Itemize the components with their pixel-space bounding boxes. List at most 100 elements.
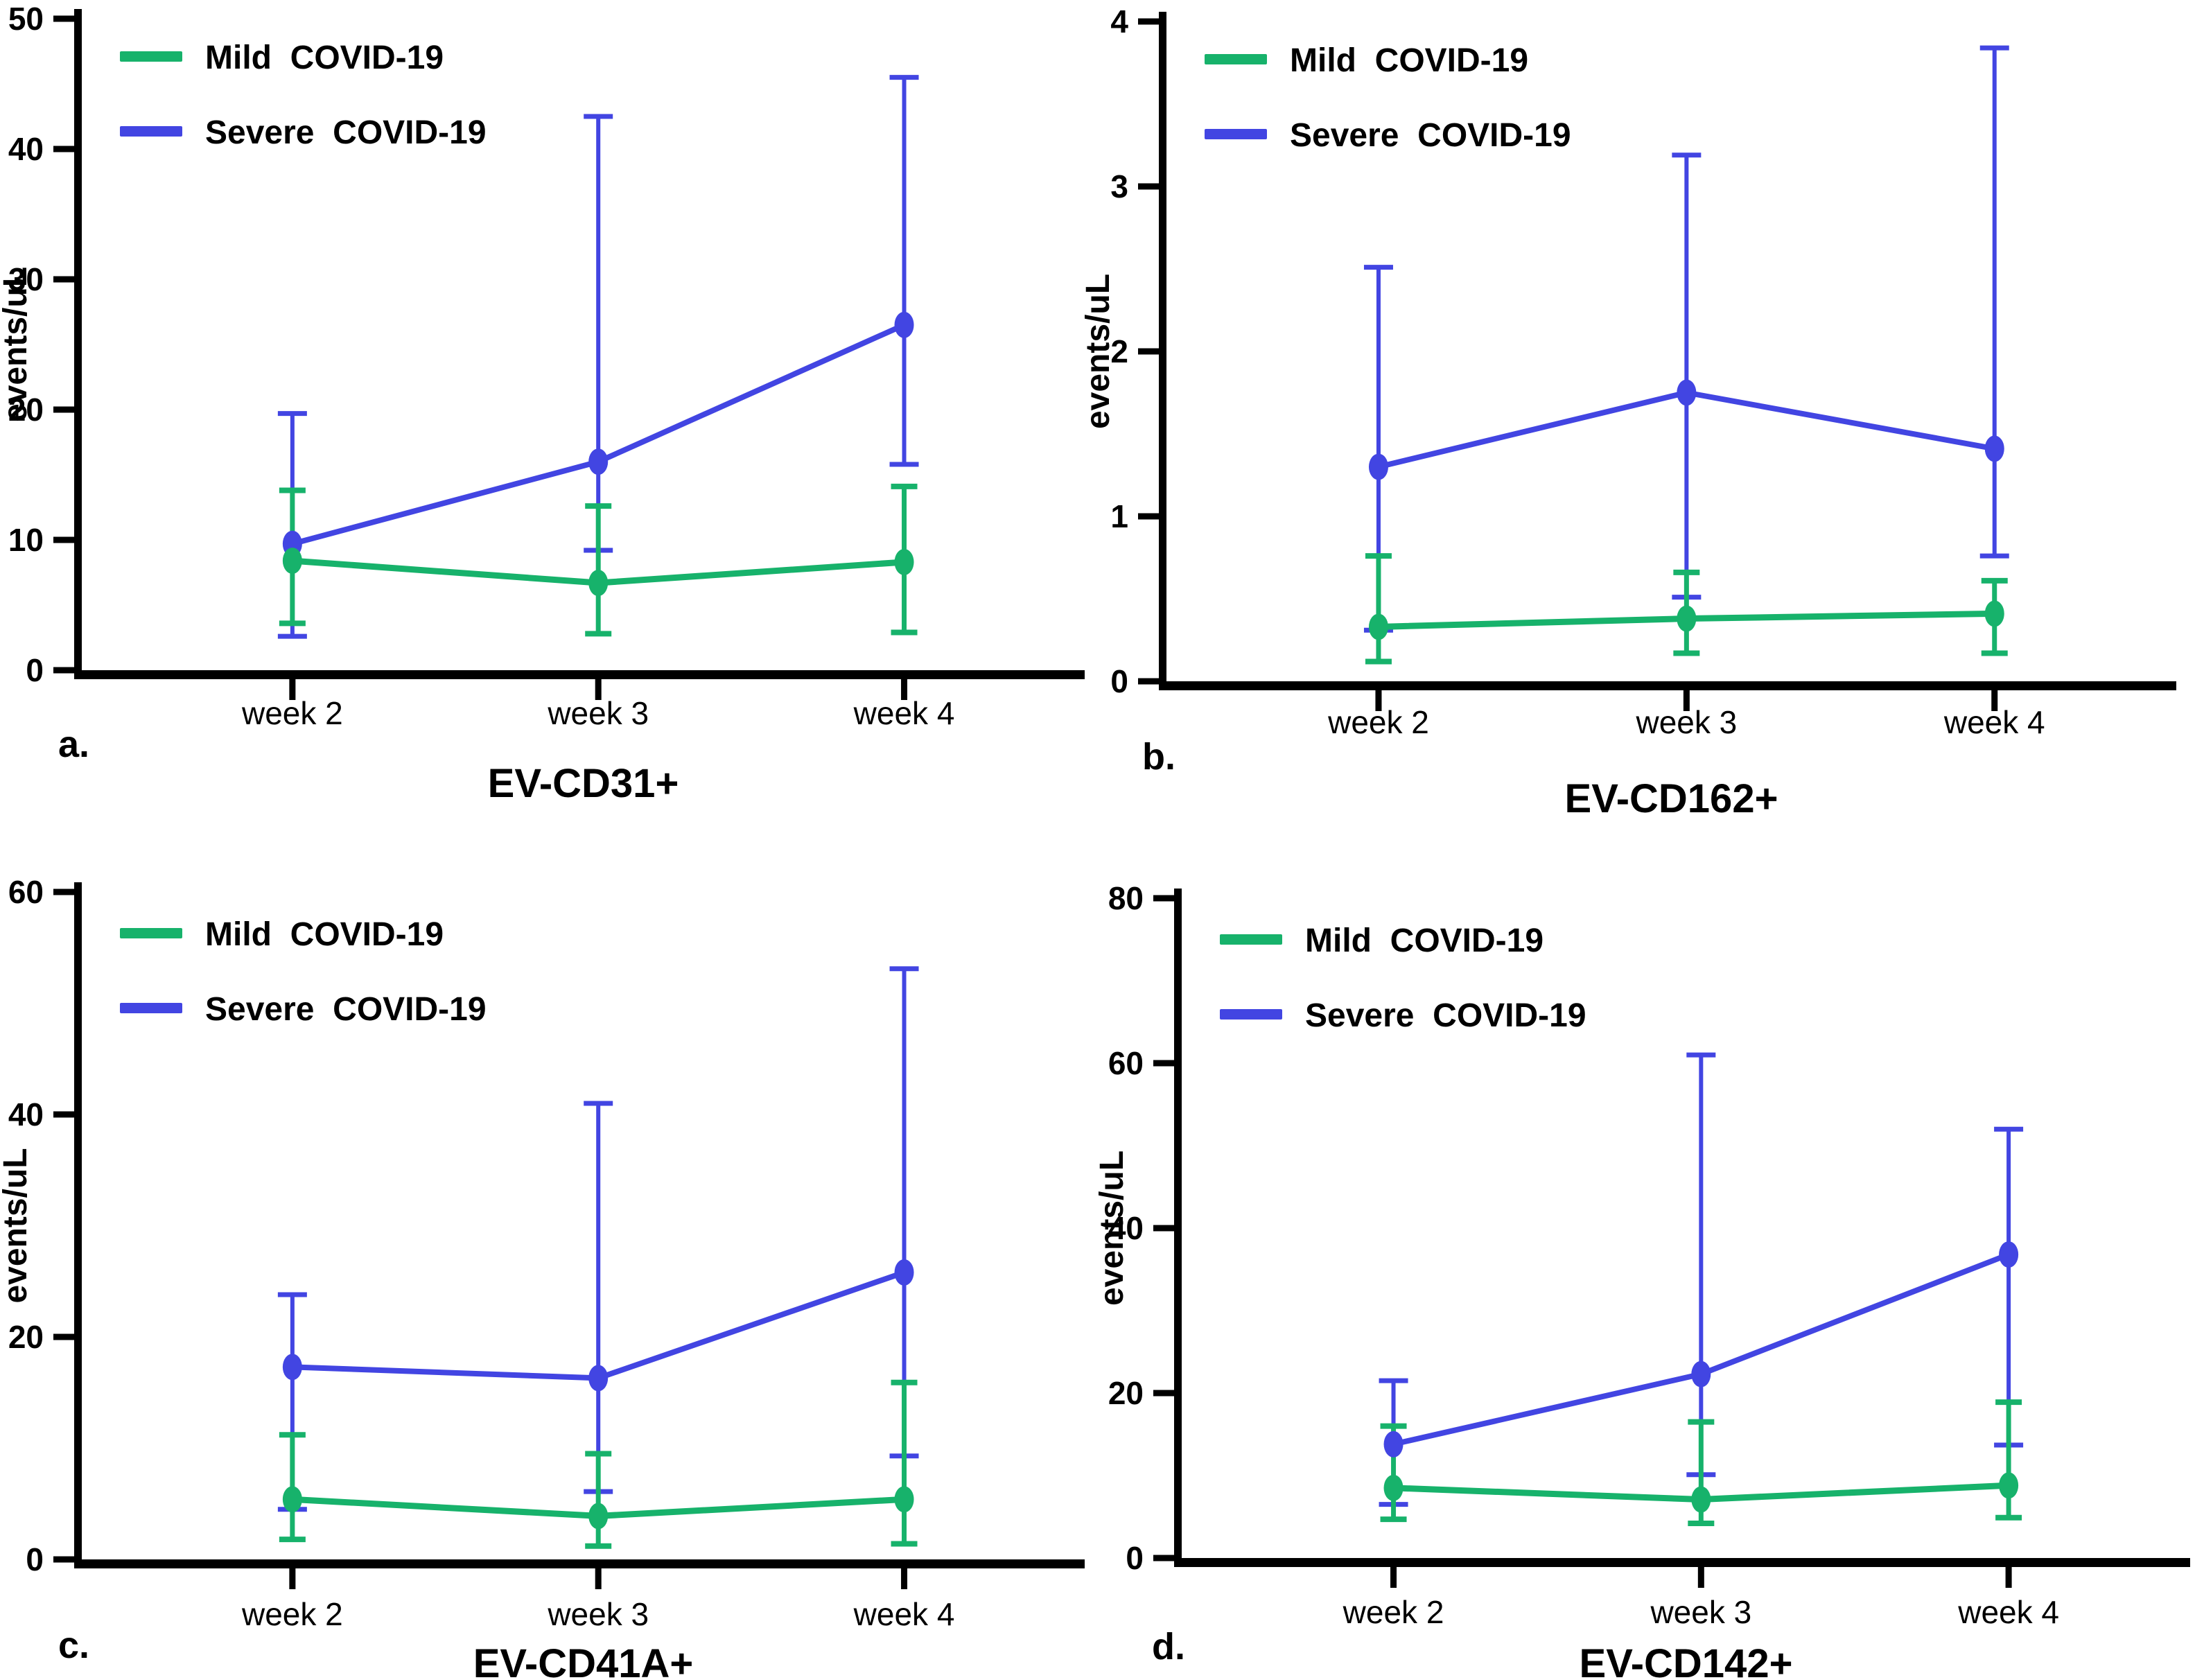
x-tick-label: week 4 [1943,704,2045,740]
data-point-mild [282,1486,302,1513]
data-point-severe [1984,435,2004,462]
y-tick-label: 0 [1126,1540,1144,1576]
y-tick [1153,1555,1174,1561]
y-tick [1138,348,1159,355]
panel-d: 0 20 40 60 80 week 2 week 3 week 4 events/uL Mild… [1094,880,2190,1680]
panel-letter: b. [1142,736,1175,778]
y-tick-label: 20 [1108,1375,1144,1411]
series-mild [279,483,918,637]
panel-a: 0 10 20 30 40 50 week 2 week 3 week 4 events/uL Mi… [0,1,1085,806]
x-tick-label: week 3 [547,695,649,731]
legend-label-severe: Severe COVID-19 [205,114,487,151]
data-point-severe [1999,1241,2019,1268]
x-tick [901,1568,908,1589]
x-tick-label: week 3 [1635,704,1737,740]
y-tick-label: 1 [1110,498,1128,534]
x-tick-label: week 4 [853,1596,955,1632]
x-tick-label: week 2 [241,1596,343,1632]
x-tick-label: week 2 [241,695,343,731]
y-axis-title: events/uL [1080,274,1117,429]
x-tick-label: week 2 [1327,704,1429,740]
panel-title: EV-CD142+ [1580,1641,1793,1680]
x-tick [2005,1567,2012,1588]
x-axis-line [74,670,1085,679]
data-point-mild [1383,1474,1403,1501]
y-tick [1153,895,1174,902]
y-tick [53,536,74,543]
legend-swatch-severe [1220,1009,1282,1020]
y-tick [53,1111,74,1118]
legend-label-severe: Severe COVID-19 [1290,117,1571,154]
legend-swatch-mild [120,928,182,938]
panel-c: 0 20 40 60 week 2 week 3 week 4 events/uL Mild C… [0,874,1085,1680]
y-axis-line [74,9,82,679]
data-point-severe [1677,379,1697,406]
legend-label-mild: Mild COVID-19 [205,916,444,953]
data-point-mild [1691,1486,1711,1513]
data-point-mild [588,1503,609,1530]
x-tick-label: week 4 [853,695,955,731]
y-tick [53,1333,74,1340]
y-tick-label: 30 [8,261,44,297]
legend-label-mild: Mild COVID-19 [1290,42,1528,79]
x-tick-label: week 2 [1343,1594,1444,1630]
data-point-severe [588,448,609,475]
legend-swatch-severe [1205,129,1267,139]
data-point-severe [282,1354,302,1381]
y-tick-label: 3 [1110,168,1128,204]
data-point-mild [894,1486,914,1513]
x-tick [901,679,908,700]
y-tick-label: 60 [8,874,44,910]
legend-swatch-severe [120,126,182,137]
series-severe [277,966,919,1512]
y-tick [53,15,74,22]
y-tick-label: 4 [1110,3,1128,40]
data-point-mild [894,548,914,575]
legend-label-severe: Severe COVID-19 [205,991,487,1028]
x-tick [595,1568,602,1589]
y-tick [1153,1390,1174,1397]
y-tick-label: 40 [1108,1210,1144,1246]
data-point-severe [1691,1360,1711,1388]
panel-title: EV-CD41A+ [473,1641,694,1680]
data-point-mild [1999,1472,2019,1499]
y-tick-label: 10 [8,522,44,558]
y-tick [53,406,74,413]
y-tick [1138,18,1159,25]
y-axis-title: events/uL [0,267,34,422]
x-tick-label: week 3 [547,1596,649,1632]
x-tick [1991,690,1998,711]
legend-swatch-mild [1205,54,1267,64]
y-tick-label: 50 [8,1,44,37]
data-point-severe [1383,1430,1403,1458]
y-tick-label: 20 [8,392,44,428]
y-axis-title: events/uL [0,1148,34,1303]
data-point-mild [1368,613,1388,640]
data-point-severe [588,1365,609,1392]
x-axis-line [1174,1558,2190,1567]
y-tick [53,889,74,895]
data-point-mild [1677,605,1697,632]
x-tick [289,679,296,700]
y-tick [53,146,74,152]
x-axis-line [74,1559,1085,1568]
panel-b: 0 1 2 3 4 week 2 week 3 week 4 events/uL Mild COV… [1080,3,2176,821]
panel-letter: d. [1152,1626,1185,1668]
y-tick-label: 0 [26,1541,44,1577]
y-axis-line [1174,889,1182,1567]
x-tick [595,679,602,700]
panel-letter: c. [58,1625,89,1666]
y-tick-label: 60 [1108,1045,1144,1081]
legend-swatch-mild [120,51,182,62]
y-tick [53,276,74,283]
y-tick-label: 20 [8,1319,44,1355]
y-axis-line [1159,12,1166,690]
y-tick-label: 0 [1110,663,1128,699]
y-axis-title: events/uL [1094,1150,1130,1306]
x-axis-line [1159,681,2176,690]
data-point-severe [1368,453,1388,480]
legend-swatch-severe [120,1003,182,1013]
y-tick [53,1556,74,1563]
y-tick [1153,1225,1174,1232]
